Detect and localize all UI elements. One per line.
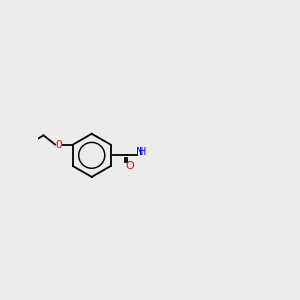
Text: N: N	[136, 147, 143, 157]
Text: O: O	[125, 161, 134, 171]
Text: H: H	[139, 147, 147, 157]
Text: O: O	[56, 140, 62, 150]
